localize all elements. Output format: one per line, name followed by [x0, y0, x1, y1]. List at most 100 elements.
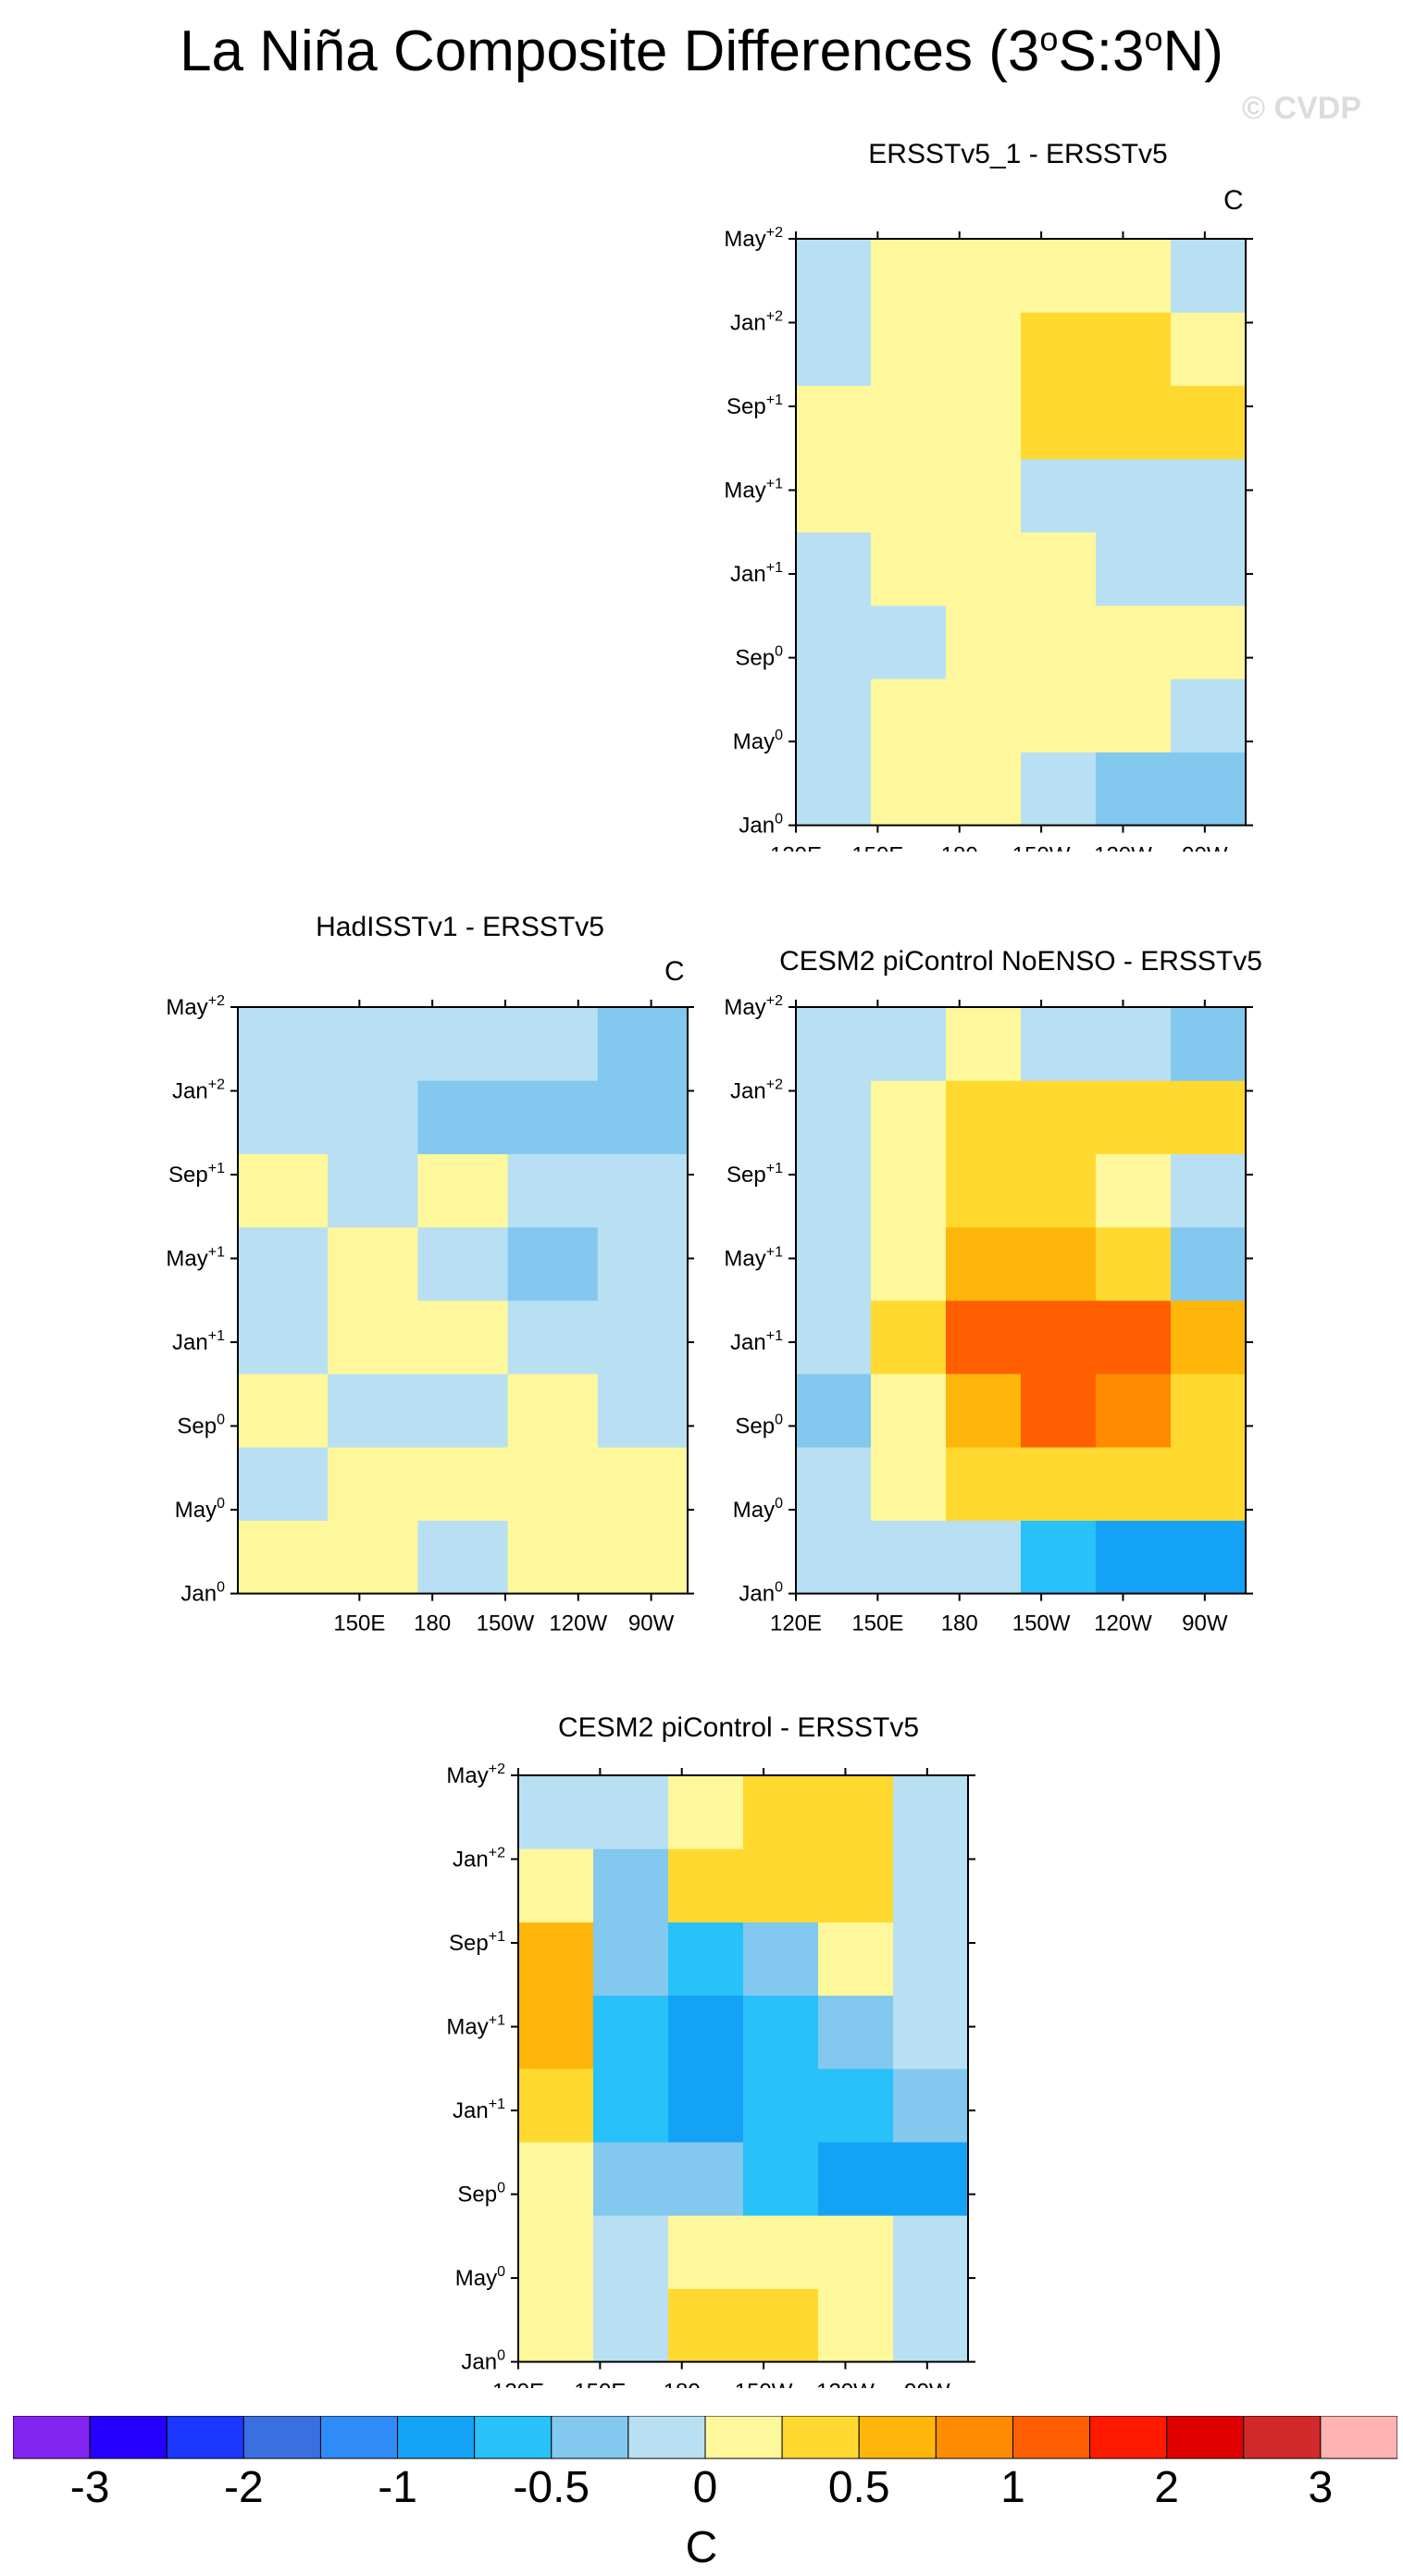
heatmap-cell — [518, 1848, 594, 1923]
heatmap-cell — [1171, 678, 1247, 753]
heatmap-cell — [946, 1520, 1022, 1595]
heatmap-cell — [871, 1520, 947, 1595]
y-tick-label: Jan0 — [739, 1580, 783, 1607]
heatmap-cell — [417, 1447, 509, 1521]
y-tick-label: Jan+1 — [453, 2097, 505, 2123]
heatmap-cell — [893, 1848, 969, 1923]
heatmap-cell — [796, 1520, 872, 1595]
heatmap-cell — [593, 2288, 669, 2363]
heatmap-cell — [593, 1995, 669, 2070]
heatmap-cell — [796, 458, 872, 533]
heatmap-cell — [328, 1226, 418, 1301]
colorbar-swatch — [319, 2416, 399, 2459]
heatmap-cell — [328, 1007, 418, 1081]
heatmap-cell — [328, 1520, 418, 1595]
heatmap-cell — [597, 1520, 689, 1595]
plot-area — [796, 239, 1247, 827]
x-tick-label: 150W — [1012, 1612, 1071, 1636]
heatmap-cell — [1021, 1447, 1097, 1521]
heatmap-cell — [871, 1300, 947, 1375]
x-tick-label: 90W — [1182, 1612, 1228, 1636]
heatmap-cell — [946, 531, 1022, 606]
heatmap-cell — [417, 1300, 509, 1375]
heatmap-cell — [518, 2215, 594, 2289]
heatmap-cell — [818, 2142, 894, 2216]
colorbar-swatch — [704, 2416, 783, 2459]
colorbar-swatch — [858, 2416, 937, 2459]
heatmap-cell — [743, 2288, 819, 2363]
heatmap-cell — [668, 2215, 744, 2289]
heatmap-cell — [1171, 1447, 1247, 1521]
panel-title-cesm2-noenso: CESM2 piControl NoENSO - ERSSTv5 — [779, 946, 1262, 977]
heatmap-cell — [893, 2288, 969, 2363]
y-tick-label: May0 — [455, 2264, 505, 2291]
heatmap-cell — [1096, 239, 1172, 313]
heatmap-cell — [597, 1447, 689, 1521]
colorbar-label: -3 — [69, 2463, 110, 2512]
y-tick-label: Jan0 — [461, 2348, 505, 2375]
heatmap-cell — [1096, 1374, 1172, 1448]
x-tick-label: 120W — [1094, 843, 1152, 852]
heatmap-cell — [597, 1007, 689, 1081]
heatmap-cell — [1021, 1520, 1097, 1595]
heatmap-cell — [946, 1447, 1022, 1521]
heatmap-cell — [871, 239, 947, 313]
heatmap-cell — [1021, 239, 1097, 313]
y-tick-label: May+2 — [446, 1761, 505, 1788]
heatmap-cell — [946, 1007, 1022, 1081]
heatmap-cell — [1096, 1520, 1172, 1595]
heatmap-cell — [1096, 531, 1172, 606]
colorbar-swatch — [627, 2416, 706, 2459]
x-tick-label: 150W — [477, 1612, 535, 1636]
plot-area — [796, 1007, 1247, 1595]
y-tick-label: Jan+2 — [730, 309, 783, 336]
plot-frame — [795, 238, 1247, 827]
heatmap-cell — [1171, 1080, 1247, 1154]
heatmap-cell — [1021, 385, 1097, 460]
colorbar-swatch — [1166, 2416, 1245, 2459]
heatmap-cell — [1021, 1007, 1097, 1081]
heatmap-cell — [1021, 458, 1097, 533]
heatmap-cell — [417, 1153, 509, 1228]
heatmap-cell — [593, 2215, 669, 2289]
colorbar-swatch — [1012, 2416, 1091, 2459]
heatmap-cell — [668, 2142, 744, 2216]
y-tick-label: Sep+1 — [726, 1161, 783, 1188]
heatmap-cell — [1096, 312, 1172, 386]
heatmap-cell — [328, 1300, 418, 1375]
x-tick-label: 180 — [941, 843, 978, 852]
heatmap-cell — [507, 1300, 599, 1375]
heatmap-cell — [1171, 1007, 1247, 1081]
heatmap-cell — [893, 1922, 969, 1997]
heatmap-cell — [871, 1447, 947, 1521]
heatmap-cell — [743, 1775, 819, 1849]
panel-units-ersstv5-1: C — [1223, 185, 1244, 216]
heatmap-cell — [893, 1775, 969, 1849]
heatmap-cell — [818, 1775, 894, 1849]
heatmap-cell — [946, 1153, 1022, 1228]
heatmap-cell — [597, 1300, 689, 1375]
heatmap-cell — [946, 239, 1022, 313]
heatmap-cell — [871, 1226, 947, 1301]
heatmap-cell — [593, 1848, 669, 1923]
y-tick-label: Sep+1 — [168, 1161, 225, 1188]
heatmap-cell — [743, 2215, 819, 2289]
y-tick-label: Sep0 — [457, 2181, 505, 2208]
y-tick-label: Sep0 — [735, 644, 783, 671]
colorbar — [13, 2416, 1397, 2459]
y-tick-label: May0 — [733, 1496, 783, 1523]
heatmap-cell — [417, 1226, 509, 1301]
y-tick-label: May+1 — [724, 1245, 783, 1272]
y-tick-label: May+1 — [724, 477, 783, 504]
heatmap-cell — [946, 752, 1022, 827]
heatmap-cell — [1171, 752, 1247, 827]
colorbar-label: 2 — [1154, 2463, 1180, 2512]
panel-cesm2-noenso: Jan0 May0 Sep0 Jan+1 May+1 Sep+1 Jan+2 May+2 120… — [724, 993, 1253, 1636]
heatmap-cell — [818, 1848, 894, 1923]
colorbar-swatch — [935, 2416, 1013, 2459]
colorbar-swatch — [551, 2416, 629, 2459]
heatmap-cell — [946, 605, 1022, 679]
heatmap-cell — [946, 1226, 1022, 1301]
heatmap-cell — [871, 531, 947, 606]
heatmap-cell — [238, 1007, 329, 1081]
